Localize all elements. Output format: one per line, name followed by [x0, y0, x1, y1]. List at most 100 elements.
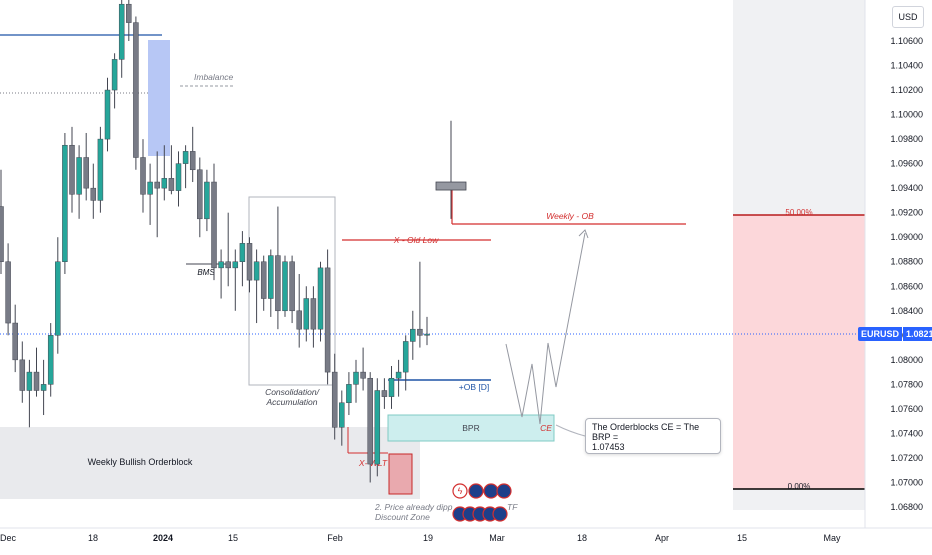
- candle-body: [232, 261, 239, 269]
- lightning-glyph: ϟ: [458, 486, 463, 496]
- candle-body: [0, 206, 4, 262]
- price-tick-label: 1.09400: [890, 183, 923, 193]
- fib-zone: [733, 215, 865, 489]
- price-tick-label: 1.10200: [890, 85, 923, 95]
- candle-body: [175, 163, 182, 191]
- candle-body: [324, 267, 331, 373]
- price-tick-label: 1.09600: [890, 159, 923, 169]
- candle-body: [395, 371, 402, 379]
- candle-body: [353, 371, 359, 385]
- price-tick-label: 1.09000: [890, 232, 923, 242]
- candle-body: [417, 328, 423, 336]
- us-flag-event-icon: [483, 483, 499, 499]
- bpr-label: BPR: [462, 423, 479, 433]
- price-tick-label: 1.07000: [890, 477, 923, 487]
- candle-body: [225, 261, 231, 269]
- candle-body: [154, 181, 160, 189]
- candle-body: [47, 335, 54, 385]
- fib-0-label: 0.00%: [788, 482, 811, 491]
- projection-arrowhead: [578, 229, 589, 239]
- time-tick-label: 18: [577, 533, 587, 543]
- candle-body: [12, 322, 18, 361]
- candle-body: [19, 359, 26, 391]
- candle-body: [111, 59, 118, 91]
- imbalance-label: Imbalance: [194, 72, 233, 82]
- candle-body: [310, 298, 317, 330]
- candle-body: [388, 377, 395, 397]
- weekly-bullish-orderblock-label: Weekly Bullish Orderblock: [88, 457, 193, 467]
- discount-zone-box: [388, 453, 413, 495]
- weekly-bullish-orderblock-zone: [0, 427, 420, 499]
- price-tick-label: 1.07400: [890, 428, 923, 438]
- fib-50-label: 50.00%: [785, 208, 812, 217]
- price-tick-label: 1.09800: [890, 134, 923, 144]
- note-line-2: 1.07453: [592, 442, 625, 452]
- consolidation-label-2: Accumulation: [265, 397, 317, 407]
- candle-body: [424, 333, 430, 336]
- candle-body: [97, 138, 104, 201]
- candles-group: [0, 0, 430, 483]
- candle-body: [33, 371, 40, 391]
- discount-label-1-tail: TF: [507, 502, 518, 512]
- price-tick-label: 1.08600: [890, 281, 923, 291]
- price-tick-label: 1.10400: [890, 61, 923, 71]
- us-flag-event-icon: [496, 483, 512, 499]
- price-tick-label: 1.06800: [890, 502, 923, 512]
- candle-body: [133, 22, 139, 158]
- candle-body: [182, 151, 189, 164]
- price-axis[interactable]: 1.10600 1.10400 1.10200 1.10000 1.09800 1.096…: [890, 36, 923, 512]
- candle-body: [62, 144, 68, 262]
- candle-body: [246, 243, 253, 281]
- last-price-value: 1.08213: [903, 327, 932, 341]
- old-low-label: X - Old Low: [393, 235, 439, 245]
- price-tick-label: 1.08800: [890, 257, 923, 267]
- candle-body: [339, 402, 345, 428]
- time-tick-label: 18: [88, 533, 98, 543]
- candle-body: [367, 377, 373, 465]
- note-connector: [555, 424, 586, 437]
- bms-label: BMS: [197, 268, 215, 277]
- candle-body: [218, 261, 224, 269]
- time-tick-label: Mar: [489, 533, 505, 543]
- price-tick-label: 1.10600: [890, 36, 923, 46]
- candle-body: [168, 178, 175, 191]
- note-line-1: The Orderblocks CE = The BRP =: [592, 422, 700, 442]
- future-candle-group: [435, 120, 467, 219]
- last-price-symbol: EURUSD: [858, 327, 903, 341]
- ce-label: CE: [540, 423, 552, 433]
- us-flag-event-icon: [492, 506, 508, 522]
- time-axis[interactable]: Dec 18 2024 15 Feb 19 Mar 18 Apr 15 May: [0, 533, 841, 543]
- price-tick-label: 1.07600: [890, 404, 923, 414]
- candle-body: [360, 371, 366, 379]
- note-callout[interactable]: The Orderblocks CE = The BRP = 1.07453: [585, 418, 721, 454]
- weekly-ob-label: Weekly - OB: [546, 211, 594, 221]
- price-tick-label: 1.09200: [890, 208, 923, 218]
- consolidation-label-1: Consolidation/: [265, 387, 321, 397]
- economic-events-icons[interactable]: ϟ: [452, 483, 512, 522]
- time-tick-label: 15: [228, 533, 238, 543]
- candle-body: [346, 384, 352, 404]
- discount-label-2: Discount Zone: [375, 512, 430, 522]
- candle-body: [410, 328, 416, 342]
- time-tick-label: Feb: [327, 533, 343, 543]
- candle-body: [317, 267, 324, 330]
- candle-body: [126, 3, 132, 23]
- candle-body: [260, 261, 267, 299]
- candle-body: [69, 144, 75, 195]
- candle-body: [239, 243, 246, 262]
- candle-body: [282, 261, 288, 312]
- candle-body: [296, 310, 302, 330]
- candle-body: [331, 371, 338, 428]
- candle-body: [26, 371, 33, 391]
- candle-body: [197, 169, 203, 220]
- candle-body: [211, 181, 217, 269]
- candle-body: [40, 384, 47, 391]
- currency-selector[interactable]: USD: [892, 6, 924, 28]
- time-tick-label: 19: [423, 533, 433, 543]
- bpr-zone: [387, 414, 555, 442]
- candle-body: [268, 255, 274, 299]
- candle-body: [189, 151, 196, 171]
- candle-body: [5, 261, 11, 324]
